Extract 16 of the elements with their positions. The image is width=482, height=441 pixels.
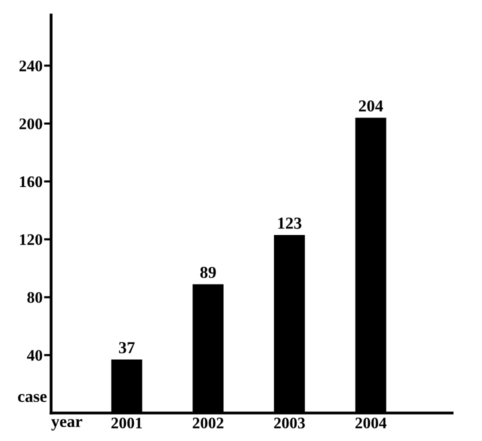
y-tick-label: 80 bbox=[27, 292, 42, 303]
y-tick-label: 200 bbox=[19, 118, 42, 130]
data-label: 123 bbox=[278, 218, 302, 229]
y-tick-label: 40 bbox=[27, 350, 42, 361]
x-tick-label: 2001 bbox=[111, 418, 142, 428]
y-tick-label: 120 bbox=[20, 234, 42, 246]
y-tick-label: 160 bbox=[20, 176, 42, 188]
data-label: 89 bbox=[200, 266, 216, 278]
y-tick-label: 240 bbox=[19, 60, 42, 72]
x-tick-label: 2003 bbox=[274, 418, 305, 428]
data-label: 204 bbox=[358, 100, 383, 112]
data-label: 37 bbox=[119, 342, 135, 354]
y-axis-title: case bbox=[18, 394, 47, 402]
x-tick-label: 2004 bbox=[355, 418, 386, 428]
x-tick-label: 2002 bbox=[192, 418, 224, 428]
x-axis-title: year bbox=[51, 419, 82, 430]
